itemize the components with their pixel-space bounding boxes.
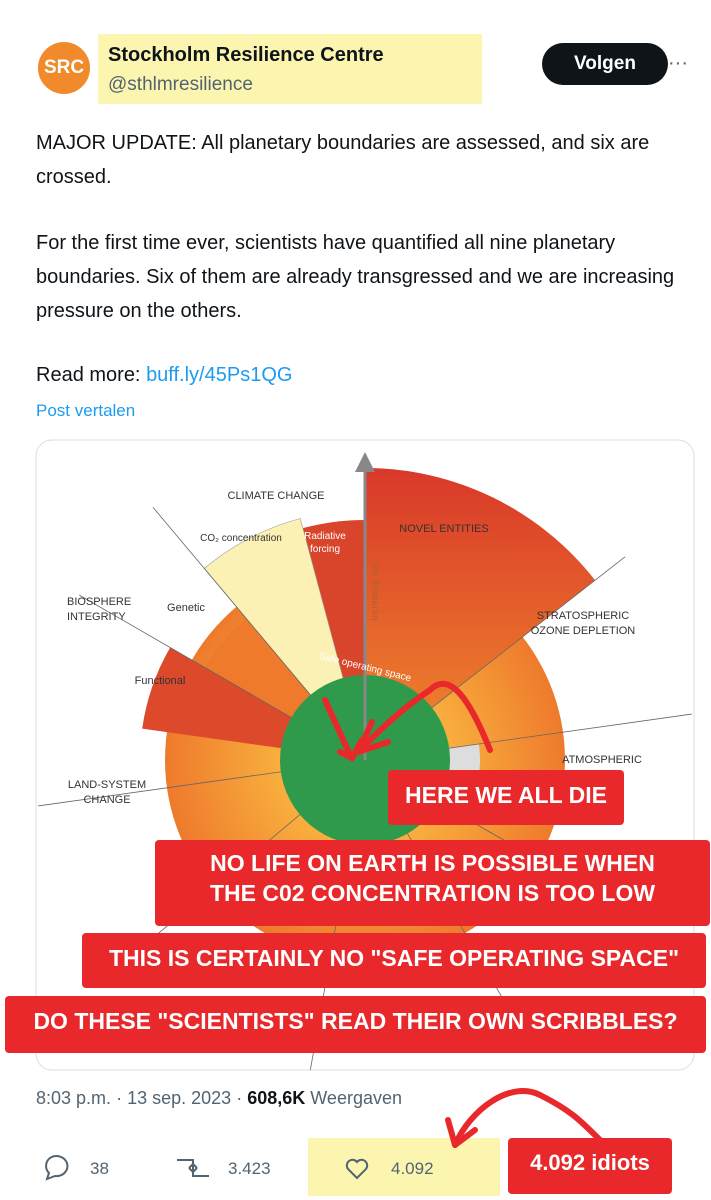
views-label: Weergaven: [310, 1088, 402, 1108]
like-count: 4.092: [391, 1159, 434, 1178]
repost-count: 3.423: [228, 1159, 271, 1178]
author-name[interactable]: Stockholm Resilience Centre: [108, 44, 384, 66]
read-more-label: Read more:: [36, 364, 141, 386]
annotation: DO THESE "SCIENTISTS" READ THEIR OWN SCR…: [5, 996, 706, 1053]
diagram-label: LAND-SYSTEM CHANGE: [67, 779, 147, 806]
annotation: HERE WE ALL DIE: [388, 770, 624, 825]
date[interactable]: 13 sep. 2023: [127, 1088, 232, 1108]
avatar-text: SRC: [43, 57, 85, 78]
tweet-paragraph: MAJOR UPDATE: All planetary boundaries a…: [36, 132, 650, 188]
views: 608,6K: [247, 1088, 306, 1108]
annotation: 4.092 idiots: [508, 1138, 672, 1194]
diagram-label: CO₂ concentration: [200, 533, 282, 544]
diagram-label: Radiative forcing: [304, 531, 346, 555]
follow-bg[interactable]: [542, 43, 668, 85]
axis-label: Increasing risk: [369, 562, 380, 621]
separator: ·: [236, 1088, 243, 1108]
time[interactable]: 8:03 p.m.: [36, 1088, 112, 1108]
author-handle[interactable]: @sthlmresilience: [108, 74, 253, 95]
reply-count: 38: [90, 1159, 109, 1178]
action-icons: [45, 1155, 369, 1181]
annotation: THIS IS CERTAINLY NO "SAFE OPERATING SPA…: [82, 933, 706, 988]
risk-arrow: [355, 452, 375, 472]
separator: ·: [116, 1088, 123, 1108]
avatar: [38, 42, 90, 94]
diagram-label: STRATOSPHERIC OZONE DEPLETION: [530, 610, 636, 637]
wedge: [365, 468, 596, 760]
read-more: Read more: buff.ly/45Ps1QG: [36, 364, 292, 387]
annotation: NO LIFE ON EARTH IS POSSIBLE WHEN THE C0…: [155, 840, 710, 926]
highlight: [308, 1138, 500, 1196]
like-icon[interactable]: [345, 1158, 369, 1180]
reply-icon[interactable]: [45, 1155, 69, 1181]
diagram-label: ATMOSPHERIC: [562, 754, 642, 766]
translate[interactable]: Post vertalen: [36, 401, 136, 420]
tweet-paragraph: For the first time ever, scientists have…: [36, 232, 675, 322]
meta: 8:03 p.m. · 13 sep. 2023 · 608,6K Weerga…: [36, 1088, 402, 1109]
diagram-label: NOVEL ENTITIES: [399, 523, 489, 535]
highlight: [98, 34, 482, 104]
diagram-label: Functional: [134, 675, 186, 687]
arrows: [322, 680, 603, 1148]
diagram-label: BIOSPHERE INTEGRITY: [67, 596, 132, 623]
repost-icon[interactable]: [177, 1159, 209, 1177]
link[interactable]: buff.ly/45Ps1QG: [146, 364, 293, 386]
follow-button[interactable]: Volgen: [574, 53, 636, 74]
more-button[interactable]: ···: [668, 52, 688, 74]
diagram-label: CLIMATE CHANGE: [227, 490, 325, 502]
diagram-label: Genetic: [167, 602, 205, 614]
